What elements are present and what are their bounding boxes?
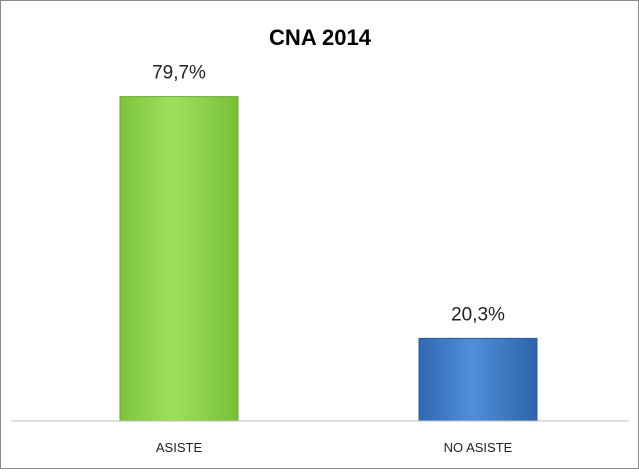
x-tick-label-asiste: ASISTE — [156, 440, 203, 455]
data-label-no-asiste: 20,3% — [451, 304, 505, 325]
x-tick-label-no-asiste: NO ASISTE — [444, 440, 513, 455]
bar-asiste — [119, 96, 239, 422]
labels-group: 79,7% ASISTE 20,3% NO ASISTE — [152, 63, 513, 455]
data-label-asiste: 79,7% — [152, 63, 206, 84]
bars-group — [119, 96, 538, 422]
bar-no-asiste — [418, 337, 538, 422]
chart-title: CNA 2014 — [269, 25, 372, 50]
